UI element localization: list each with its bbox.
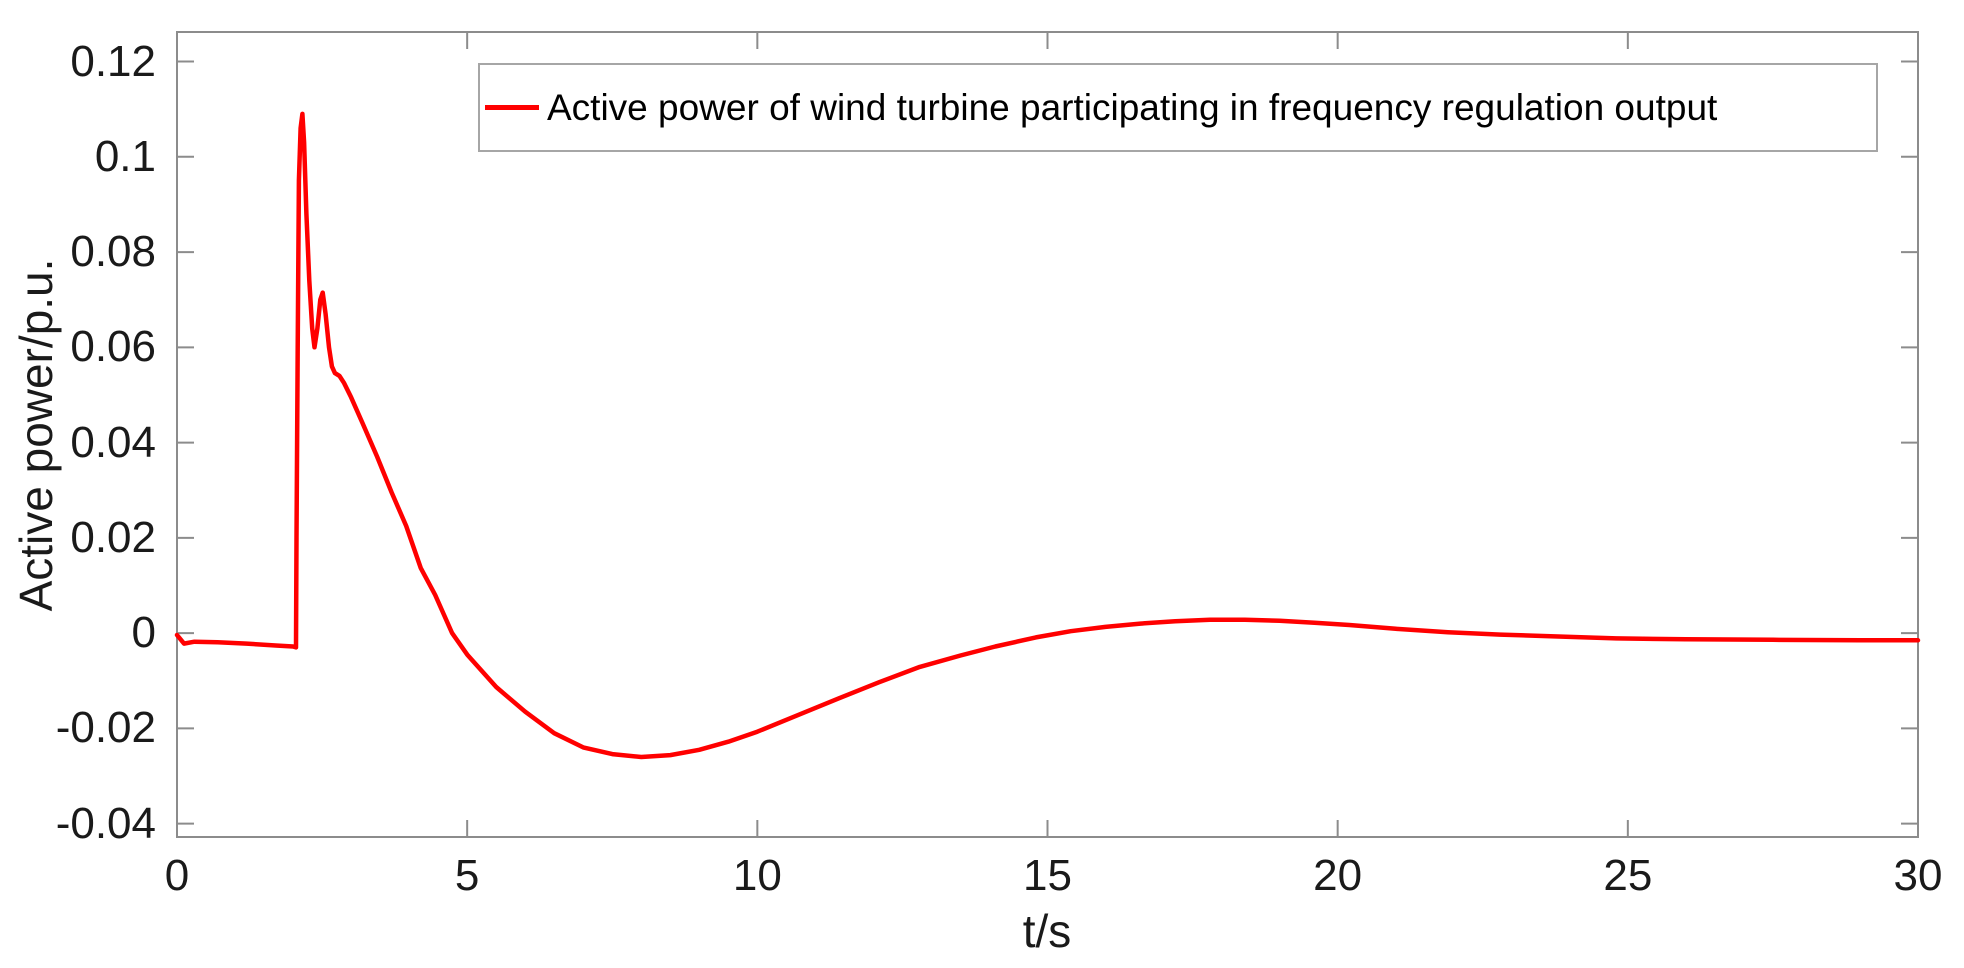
x-tick-label: 20: [1313, 851, 1363, 900]
y-tick-label: 0.02: [70, 512, 156, 562]
y-tick-label: 0.08: [70, 227, 156, 277]
x-tick-label: 10: [732, 851, 782, 900]
y-tick-label: 0.12: [70, 36, 156, 86]
legend: Active power of wind turbine participati…: [478, 63, 1878, 152]
x-tick-label: 15: [1023, 851, 1072, 900]
y-tick-label: 0.04: [70, 417, 156, 467]
y-tick-label: 0.1: [94, 131, 156, 181]
y-tick-label: -0.02: [55, 703, 156, 753]
y-axis-label: Active power/p.u.: [10, 258, 62, 612]
x-tick-label: 30: [1893, 851, 1943, 900]
x-axis-label: t/s: [1022, 905, 1072, 957]
y-tick-label: -0.04: [55, 798, 156, 848]
curve-active-power: [174, 111, 1921, 760]
x-tick-label: 0: [164, 851, 190, 900]
legend-line-sample: [485, 105, 539, 110]
y-tick-label: 0: [131, 608, 156, 658]
x-tick-label: 5: [454, 851, 480, 900]
legend-label: Active power of wind turbine participati…: [547, 86, 1718, 128]
y-tick-label: 0.06: [70, 322, 156, 372]
x-tick-label: 25: [1603, 851, 1653, 900]
plot-box: [176, 31, 1919, 838]
